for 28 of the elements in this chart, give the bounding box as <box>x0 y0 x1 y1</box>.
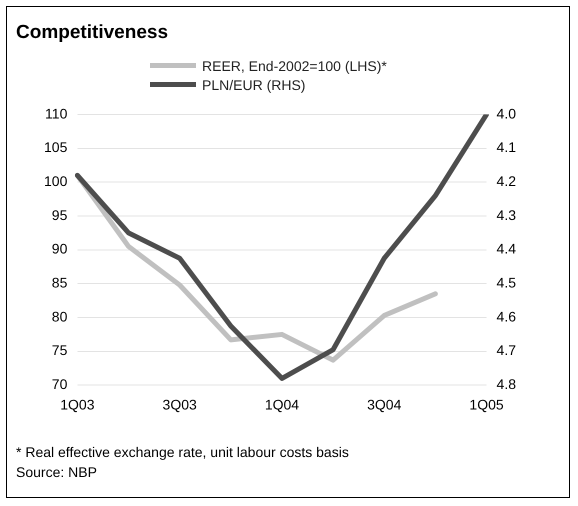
legend-label: PLN/EUR (RHS) <box>202 76 306 92</box>
y2-tick-label: 4.2 <box>496 172 516 189</box>
chart-title: Competitiveness <box>16 22 168 44</box>
y-tick-label: 85 <box>52 274 68 291</box>
y2-tick-label: 4.5 <box>496 274 516 291</box>
text: * Real effective exchange rate, unit labour costs basis <box>16 443 349 462</box>
y2-tick-label: 4.8 <box>496 376 516 392</box>
x-tick-label: 3Q04 <box>367 396 402 412</box>
legend-label: REER, End-2002=100 (LHS)* <box>202 58 387 74</box>
y-tick-label: 105 <box>44 139 68 156</box>
x-tick-label: 3Q03 <box>162 396 197 412</box>
y-tick-label: 80 <box>52 308 68 324</box>
y2-tick-label: 4.3 <box>496 206 516 223</box>
x-tick-label: 1Q04 <box>264 396 300 412</box>
y-tick-label: 70 <box>52 376 68 392</box>
y2-tick-label: 4.7 <box>496 342 516 358</box>
x-tick-label: 1Q05 <box>469 396 504 412</box>
y2-tick-label: 4.0 <box>496 105 516 122</box>
y-tick-label: 95 <box>52 206 68 223</box>
x-tick-label: 1Q03 <box>60 396 95 412</box>
y-tick-label: 75 <box>52 342 68 358</box>
y2-tick-label: 4.4 <box>496 240 516 257</box>
y2-tick-label: 4.1 <box>496 139 516 156</box>
source-note: Source: NBP <box>16 463 98 482</box>
y-tick-label: 90 <box>52 240 68 257</box>
y-tick-label: 110 <box>45 105 68 122</box>
y-tick-label: 100 <box>44 172 68 189</box>
y2-tick-label: 4.6 <box>496 308 516 324</box>
